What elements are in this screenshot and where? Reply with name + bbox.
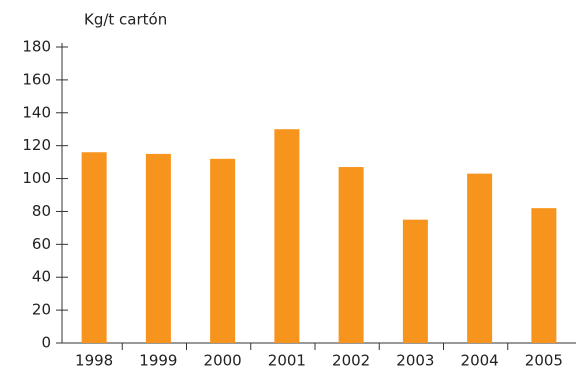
y-tick-label: 60 (32, 235, 51, 253)
x-tick-label: 2003 (396, 352, 434, 370)
y-tick-label: 180 (22, 38, 51, 56)
y-tick-label: 20 (32, 301, 51, 319)
bar (81, 152, 107, 343)
x-tick-label: 2002 (332, 352, 370, 370)
y-axis-label: Kg/t cartón (84, 11, 167, 29)
bar (467, 173, 493, 343)
x-tick-label: 2000 (204, 352, 242, 370)
bar (210, 158, 236, 343)
x-tick-label: 2001 (268, 352, 306, 370)
y-tick-label: 0 (41, 334, 51, 352)
x-tick-label: 2004 (461, 352, 499, 370)
bar (402, 219, 428, 343)
y-tick-label: 80 (32, 202, 51, 220)
x-tick-label: 2005 (525, 352, 563, 370)
y-tick-label: 160 (22, 70, 51, 88)
x-tick-label: 1998 (75, 352, 113, 370)
bar (531, 208, 557, 343)
x-tick-label: 1999 (139, 352, 177, 370)
bar (145, 153, 171, 343)
y-tick-label: 120 (22, 136, 51, 154)
bar (338, 167, 364, 343)
y-tick-label: 140 (22, 103, 51, 121)
bar (274, 129, 300, 343)
y-tick-label: 100 (22, 169, 51, 187)
y-tick-label: 40 (32, 268, 51, 286)
